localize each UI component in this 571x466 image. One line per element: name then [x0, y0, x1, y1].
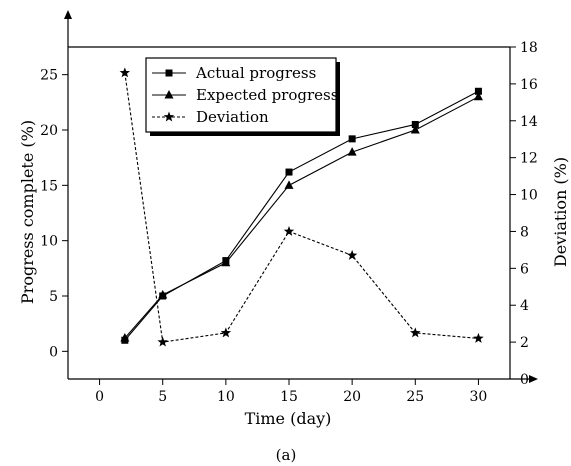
data-point-star [473, 332, 484, 343]
x-tick-label: 30 [470, 389, 488, 405]
data-point-square [348, 135, 356, 143]
x-axis-label: Time (day) [245, 409, 332, 428]
legend-marker-star [163, 111, 175, 122]
legend-label: Deviation [196, 108, 269, 126]
y-left-tick-label: 0 [49, 344, 58, 360]
plot-area [119, 67, 484, 347]
axes: 0 5 10 15 20 25 30 0 5 10 15 20 25 0 2 4 6 8 10 12 14 16 18 [40, 10, 538, 405]
legend-marker-square [165, 69, 173, 77]
y-right-tick-label: 16 [520, 77, 538, 93]
data-point-triangle [221, 257, 231, 267]
x-tick-label: 20 [343, 389, 361, 405]
y-right-tick-label: 4 [520, 298, 529, 314]
y-right-tick-label: 12 [520, 151, 538, 167]
data-point-star [346, 249, 358, 260]
data-point-star [283, 225, 295, 236]
x-tick-label: 15 [280, 389, 298, 405]
y-left-tick-label: 20 [40, 123, 58, 139]
data-point-star [119, 67, 131, 78]
y-right-tick-label: 8 [520, 224, 529, 240]
data-point-square [411, 120, 419, 128]
figure-caption: (a) [276, 446, 297, 464]
y-right-tick-label: 10 [520, 188, 538, 204]
x-tick-label: 5 [158, 389, 167, 405]
data-point-triangle [473, 91, 483, 101]
data-point-square [285, 168, 293, 176]
data-point-triangle [284, 180, 294, 189]
data-point-triangle [158, 289, 168, 299]
data-point-star [220, 327, 232, 338]
y-right-tick-label: 0 [520, 372, 529, 388]
data-point-square [474, 87, 482, 95]
y-right-tick-label: 6 [520, 261, 529, 277]
x-tick-label: 0 [95, 389, 104, 405]
y-right-tick-label: 14 [520, 114, 538, 130]
legend-label: Expected progress [196, 86, 338, 104]
y-left-tick-label: 10 [40, 234, 58, 250]
data-point-triangle [120, 333, 130, 342]
y-right-tick-label: 18 [520, 40, 538, 56]
data-point-star [410, 327, 421, 338]
data-point-triangle [410, 125, 420, 134]
y-axis-label-left: Progress complete (%) [18, 120, 37, 304]
y-left-tick-label: 5 [49, 289, 58, 305]
y-left-tick-label: 25 [40, 68, 58, 84]
legend-label: Actual progress [195, 64, 316, 82]
legend-marker-triangle [164, 90, 174, 99]
data-point-triangle [347, 147, 357, 156]
x-tick-label: 10 [217, 389, 235, 405]
x-axis-arrow [529, 375, 538, 383]
data-point-star [157, 336, 168, 347]
y-right-tick-label: 2 [520, 335, 529, 351]
x-tick-label: 25 [406, 389, 424, 405]
y-axis-label-right: Deviation (%) [551, 157, 570, 267]
legend: Actual progress Expected progress Deviatio… [145, 57, 340, 136]
y-left-tick-label: 15 [40, 178, 58, 194]
y-axis-left-arrow [64, 10, 72, 19]
